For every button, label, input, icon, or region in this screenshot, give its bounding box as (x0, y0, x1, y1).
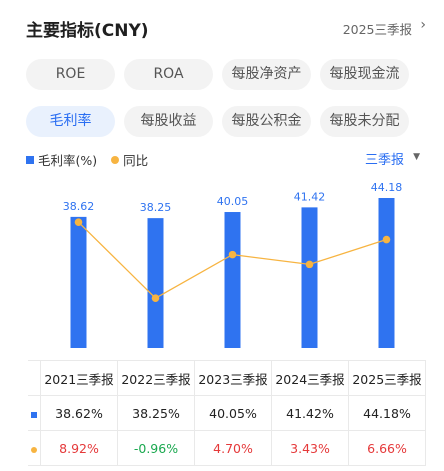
bar-1[interactable] (147, 218, 164, 348)
pill-nav-per-share[interactable]: 每股净资产 (222, 59, 311, 90)
pill-roa[interactable]: ROA (124, 59, 213, 90)
bar-data-label-1: 38.25 (140, 201, 172, 214)
table-corner (28, 360, 41, 396)
table-header-cell: 2024三季报 (271, 360, 349, 396)
yoy-point-4[interactable] (382, 235, 391, 244)
bar-3[interactable] (301, 207, 318, 348)
table-cell: 6.66% (348, 430, 426, 466)
table-cell: 38.25% (117, 395, 195, 431)
bar-data-label-3: 41.42 (294, 190, 326, 203)
data-table: 2021三季报 2022三季报 2023三季报 2024三季报 2025三季报 … (28, 360, 426, 466)
table-cell: 40.05% (194, 395, 272, 431)
table-header-row: 2021三季报 2022三季报 2023三季报 2024三季报 2025三季报 (28, 360, 426, 396)
line-marker-icon (28, 430, 41, 466)
yoy-point-1[interactable] (151, 294, 160, 302)
bar-marker-icon (28, 395, 41, 431)
bar-data-label-2: 40.05 (217, 195, 249, 208)
bar-legend-label: 毛利率(%) (38, 153, 98, 168)
chart-legend: 毛利率(%) 同比 (26, 150, 148, 169)
yoy-point-2[interactable] (228, 250, 237, 259)
bar-0[interactable] (70, 216, 87, 348)
table-row-yoy: 8.92% -0.96% 4.70% 3.43% 6.66% (28, 430, 426, 466)
bar-data-label-4: 44.18 (371, 181, 403, 194)
page-title: 主要指标(CNY) (26, 21, 149, 41)
table-cell: 3.43% (271, 430, 349, 466)
header: 主要指标(CNY) 2025三季报 › (0, 0, 444, 56)
pill-reserve-per-share[interactable]: 每股公积金 (222, 106, 311, 137)
bar-legend-swatch (26, 155, 34, 164)
table-row-gross-margin: 38.62% 38.25% 40.05% 41.42% 44.18% (28, 395, 426, 431)
table-header-cell: 2021三季报 (40, 360, 118, 396)
gross-margin-chart: 38.62 38.25 40.05 41.42 44.18 (63, 181, 403, 348)
table-header-cell: 2025三季报 (348, 360, 426, 396)
pill-undistributed-per-share[interactable]: 每股未分配 (320, 106, 409, 137)
pill-gross-margin[interactable]: 毛利率 (26, 106, 115, 137)
period-link[interactable]: 2025三季报 (342, 22, 412, 37)
table-cell: -0.96% (117, 430, 195, 466)
dropdown-arrow-icon[interactable]: ▼ (413, 152, 420, 162)
table-cell: 44.18% (348, 395, 426, 431)
pill-eps[interactable]: 每股收益 (124, 106, 213, 137)
yoy-point-3[interactable] (305, 260, 314, 269)
table-header-cell: 2023三季报 (194, 360, 272, 396)
yoy-point-0[interactable] (74, 218, 83, 226)
line-legend-label: 同比 (123, 153, 149, 168)
table-cell: 38.62% (40, 395, 118, 431)
line-legend-swatch (111, 155, 120, 164)
table-cell: 4.70% (194, 430, 272, 466)
chevron-right-icon[interactable]: › (420, 17, 426, 33)
table-header-cell: 2022三季报 (117, 360, 195, 396)
pill-cashflow-per-share[interactable]: 每股现金流 (320, 59, 409, 90)
period-select[interactable]: 三季报 (364, 153, 404, 168)
pill-roe[interactable]: ROE (26, 59, 115, 90)
bar-2[interactable] (224, 212, 241, 348)
bar-data-label-0: 38.62 (63, 200, 95, 213)
table-cell: 41.42% (271, 395, 349, 431)
bar-4[interactable] (378, 198, 395, 348)
table-cell: 8.92% (40, 430, 118, 466)
